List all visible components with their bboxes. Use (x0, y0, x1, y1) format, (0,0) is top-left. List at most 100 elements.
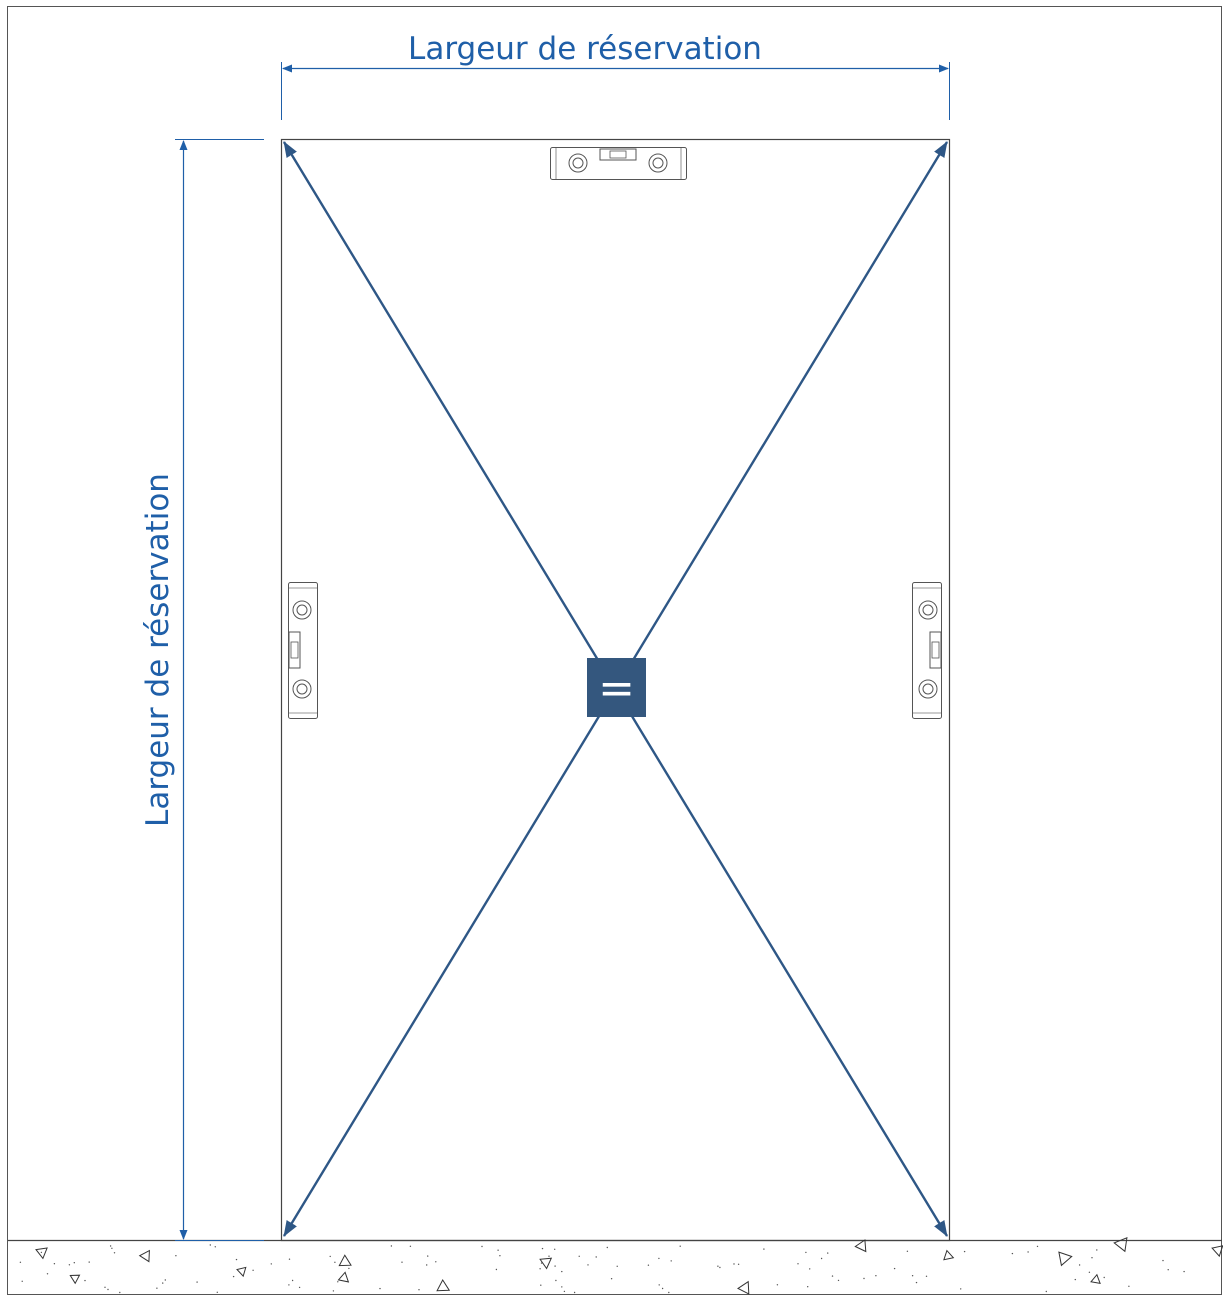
equal-sign: = (598, 663, 635, 714)
aggregate-dot (119, 1291, 121, 1294)
aggregate-mark (854, 1239, 867, 1253)
aggregate-dot (670, 1260, 672, 1262)
equal-diagonals-badge: = (587, 658, 646, 717)
aggregate-dot (827, 1252, 829, 1254)
aggregate-dot (548, 1255, 550, 1257)
aggregate-dot (679, 1245, 681, 1247)
aggregate-dot (554, 1248, 556, 1251)
aggregate-dot (348, 1267, 350, 1270)
aggregate-dot (555, 1279, 557, 1282)
aggregate-mark (1113, 1237, 1128, 1253)
aggregate-dot (162, 1282, 164, 1284)
aggregate-dot (53, 1263, 56, 1265)
aggregate-dot (963, 1250, 966, 1253)
aggregate-dot (561, 1286, 563, 1288)
aggregate-dot (298, 1286, 301, 1289)
aggregate-dot (658, 1257, 660, 1260)
aggregate-dot (21, 1280, 23, 1283)
aggregate-dot (541, 1247, 544, 1250)
aggregate-dot (1103, 1276, 1105, 1279)
aggregate-dot (1183, 1270, 1185, 1273)
aggregate-dot (113, 1252, 116, 1254)
aggregate-dot (1162, 1259, 1164, 1262)
aggregate-mark (436, 1279, 451, 1292)
aggregate-dot (540, 1262, 543, 1264)
aggregate-dot (1036, 1245, 1039, 1248)
aggregate-dot (175, 1255, 177, 1257)
aggregate-dot (797, 1263, 799, 1265)
aggregate-dot (925, 1275, 928, 1278)
aggregate-dot (232, 1275, 235, 1278)
aggregate-dot (595, 1256, 597, 1258)
aggregate-dot (288, 1258, 291, 1260)
aggregate-dot (156, 1287, 158, 1289)
width-dimension: Largeur de réservation (281, 31, 950, 120)
aggregate-dot (270, 1263, 272, 1265)
aggregate-dot (337, 1281, 339, 1283)
aggregate-dot (164, 1279, 166, 1281)
aggregate-dot (68, 1264, 71, 1266)
aggregate-dot (252, 1269, 254, 1272)
aggregate-mark (69, 1274, 81, 1285)
aggregate-mark (1058, 1251, 1073, 1267)
aggregate-dot (647, 1264, 650, 1266)
aggregate-dot (495, 1268, 498, 1271)
aggregate-dot (763, 1248, 765, 1250)
aggregate-dot (1011, 1252, 1014, 1255)
aggregate-dot (719, 1266, 721, 1269)
aggregate-mark (1211, 1245, 1223, 1258)
aggregate-dot (88, 1261, 90, 1263)
aggregate-mark (338, 1254, 352, 1267)
aggregate-dot (820, 1257, 823, 1260)
aggregate-dot (409, 1245, 412, 1248)
aggregate-dot (288, 1284, 290, 1286)
aggregate-dot (616, 1265, 618, 1268)
aggregate-dot (40, 1251, 43, 1254)
aggregate-dot (809, 1268, 811, 1270)
spirit-level-icon (288, 582, 318, 719)
aggregate-dot (776, 1284, 779, 1286)
aggregate-dot (1027, 1251, 1029, 1253)
aggregate-dot (73, 1262, 76, 1264)
aggregate-dot (109, 1245, 112, 1247)
aggregate-dot (401, 1261, 403, 1263)
aggregate-dot (578, 1255, 580, 1258)
aggregate-dot (906, 1250, 909, 1253)
height-dimension: Largeur de réservation (140, 139, 264, 1241)
aggregate-dot (911, 1275, 914, 1277)
aggregate-dot (831, 1275, 834, 1277)
concrete-floor (8, 1237, 1223, 1295)
aggregate-dot (334, 1261, 336, 1264)
aggregate-dot (561, 1270, 563, 1273)
aggregate-dot (1096, 1249, 1098, 1251)
aggregate-dot (733, 1263, 735, 1265)
aggregate-dot (610, 1278, 613, 1280)
aggregate-dot (481, 1245, 483, 1248)
aggregate-dot (84, 1279, 86, 1282)
aggregate-dot (332, 1290, 335, 1292)
aggregate-mark (943, 1249, 955, 1261)
aggregate-dot (390, 1245, 393, 1247)
aggregate-dot (1074, 1278, 1077, 1281)
aggregate-mark (539, 1257, 553, 1270)
height-dimension-label: Largeur de réservation (140, 473, 176, 827)
aggregate-dot (46, 1273, 49, 1275)
aggregate-dot (1078, 1264, 1081, 1266)
aggregate-dot (805, 1251, 807, 1254)
aggregate-mark (737, 1280, 750, 1295)
aggregate-mark (1090, 1273, 1101, 1285)
aggregate-dot (379, 1287, 381, 1290)
aggregate-mark (138, 1249, 150, 1263)
aggregate-dot (960, 1288, 962, 1290)
aggregate-dot (606, 1246, 608, 1249)
aggregate-dot (418, 1289, 420, 1291)
aggregate-dot (235, 1258, 238, 1261)
aggregate-mark (236, 1266, 247, 1278)
aggregate-dot (499, 1255, 501, 1257)
aggregate-dot (573, 1291, 576, 1294)
aggregate-dot (539, 1268, 541, 1270)
aggregate-dot (717, 1265, 719, 1267)
aggregate-dot (540, 1284, 542, 1286)
aggregate-dot (893, 1267, 896, 1270)
